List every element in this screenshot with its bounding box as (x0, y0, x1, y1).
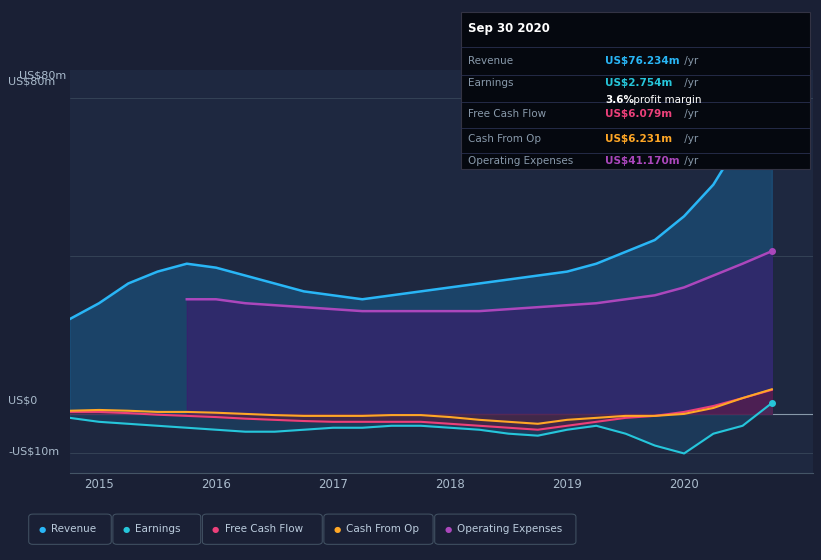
Text: Operating Expenses: Operating Expenses (468, 156, 573, 166)
Text: US$2.754m: US$2.754m (605, 78, 672, 88)
Text: Cash From Op: Cash From Op (346, 524, 419, 534)
Text: /yr: /yr (681, 78, 699, 88)
Text: /yr: /yr (681, 156, 699, 166)
Text: US$80m: US$80m (8, 76, 56, 86)
Text: ●: ● (122, 525, 130, 534)
Text: US$41.170m: US$41.170m (605, 156, 680, 166)
Text: profit margin: profit margin (630, 95, 701, 105)
Text: /yr: /yr (681, 109, 699, 119)
Text: /yr: /yr (681, 134, 699, 144)
Text: Cash From Op: Cash From Op (468, 134, 541, 144)
Text: Operating Expenses: Operating Expenses (457, 524, 562, 534)
Text: Revenue: Revenue (468, 56, 513, 66)
Text: Free Cash Flow: Free Cash Flow (225, 524, 303, 534)
Text: ●: ● (39, 525, 45, 534)
Text: -US$10m: -US$10m (8, 447, 59, 457)
Text: US$76.234m: US$76.234m (605, 56, 680, 66)
Text: US$80m: US$80m (19, 70, 66, 80)
Text: /yr: /yr (681, 56, 699, 66)
Text: US$0: US$0 (8, 395, 38, 405)
Text: ●: ● (333, 525, 341, 534)
Text: US$6.231m: US$6.231m (605, 134, 672, 144)
Text: Free Cash Flow: Free Cash Flow (468, 109, 546, 119)
Text: ●: ● (444, 525, 452, 534)
Text: 3.6%: 3.6% (605, 95, 634, 105)
Text: Earnings: Earnings (468, 78, 513, 88)
Text: Earnings: Earnings (135, 524, 181, 534)
Text: US$6.079m: US$6.079m (605, 109, 672, 119)
Text: ●: ● (212, 525, 219, 534)
Text: Sep 30 2020: Sep 30 2020 (468, 22, 550, 35)
Text: Revenue: Revenue (51, 524, 96, 534)
